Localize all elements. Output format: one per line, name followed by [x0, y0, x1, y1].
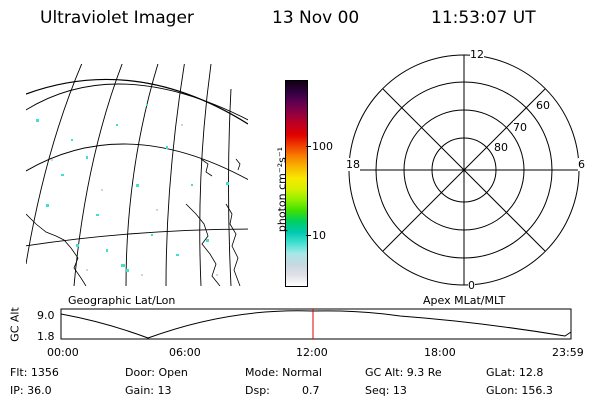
mlt-label-6: 6 [578, 158, 585, 171]
altitude-ylabel: GC Alt [8, 307, 22, 342]
colorbar-gradient [286, 81, 307, 286]
longitude-line [26, 64, 83, 265]
colorbar-tick-label: 100 [312, 140, 333, 153]
flight-number: Flt: 1356 [10, 366, 59, 379]
mode-status: Mode: Normal [245, 366, 322, 379]
altitude-ytick-top: 9.0 [37, 309, 55, 322]
mlt-label-12: 12 [470, 48, 484, 61]
colorbar-tick [306, 146, 311, 147]
colorbar [285, 80, 308, 287]
latitude-line [26, 228, 248, 247]
altitude-xtick: 00:00 [47, 346, 79, 359]
geographic-map [26, 64, 248, 286]
mlt-label-18: 18 [346, 158, 360, 171]
ip-value: IP: 36.0 [10, 384, 52, 397]
altitude-ytick-bottom: 1.8 [37, 330, 55, 343]
altitude-xtick: 12:00 [296, 346, 328, 359]
latitude-line [26, 83, 248, 121]
faint-emission-pixels [51, 124, 218, 276]
longitude-line [165, 64, 185, 286]
emission-pixels [36, 104, 229, 272]
door-status: Door: Open [125, 366, 188, 379]
latitude-line [26, 143, 248, 181]
apex-caption: Apex MLat/MLT [423, 294, 506, 307]
colorbar-unit-label: photon cm⁻²s⁻¹ [275, 146, 289, 233]
dsp-value: 0.7 [302, 384, 320, 397]
longitude-line [228, 88, 232, 286]
mlat-label-70: 70 [513, 121, 527, 134]
mlat-label-80: 80 [494, 141, 508, 154]
longitude-line [125, 64, 159, 286]
geographic-caption: Geographic Lat/Lon [68, 294, 176, 307]
polar-plot [348, 54, 580, 286]
altitude-xtick: 06:00 [169, 346, 201, 359]
colorbar-tick-label: 10 [312, 229, 326, 242]
longitude-line [199, 64, 212, 286]
time-label: 11:53:07 UT [431, 8, 536, 28]
earth-limb [26, 78, 248, 125]
mlat-label-60: 60 [536, 99, 550, 112]
date-label: 13 Nov 00 [272, 8, 360, 28]
altitude-xtick: 18:00 [424, 346, 456, 359]
longitude-line [73, 64, 123, 286]
gain-value: Gain: 13 [125, 384, 172, 397]
altitude-xtick: 23:59 [552, 346, 584, 359]
dsp-label: Dsp: [245, 384, 270, 397]
coastline [185, 203, 221, 286]
sequence-value: Seq: 13 [365, 384, 407, 397]
mlt-label-0: 0 [468, 279, 475, 292]
mlt-line-diagonal [382, 88, 546, 252]
altitude-plot-frame [60, 308, 572, 340]
gc-altitude: GC Alt: 9.3 Re [365, 366, 442, 379]
coastline [26, 213, 87, 286]
geographic-longitude: GLon: 156.3 [486, 384, 553, 397]
geographic-latitude: GLat: 12.8 [486, 366, 544, 379]
colorbar-tick [306, 235, 311, 236]
altitude-plot [60, 308, 572, 340]
coastline [235, 158, 241, 171]
altitude-curve [60, 310, 572, 339]
coastline [200, 158, 213, 177]
coastline [225, 203, 241, 286]
instrument-title: Ultraviolet Imager [40, 8, 194, 28]
